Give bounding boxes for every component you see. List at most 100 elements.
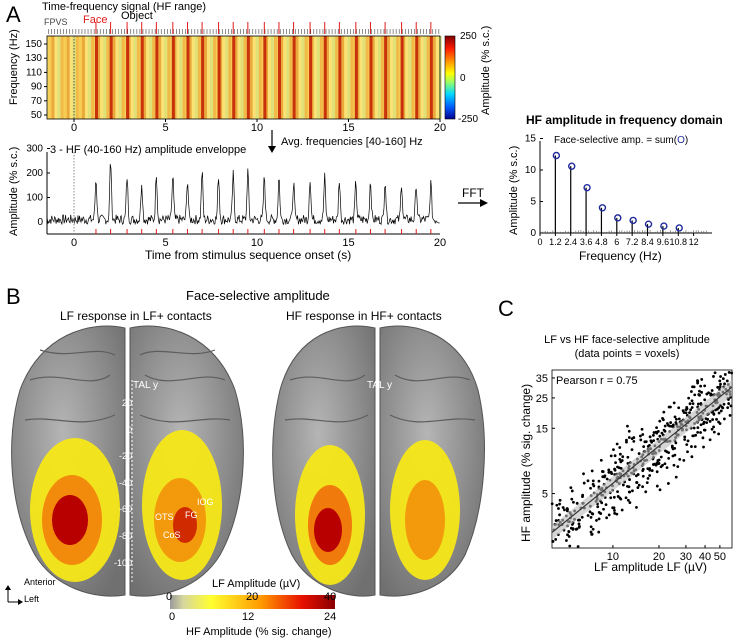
scatter-point	[723, 382, 726, 386]
scatter-point	[717, 406, 721, 410]
scatter-point	[726, 406, 730, 410]
scatter-point	[718, 422, 722, 425]
tf-face-stripe	[155, 36, 159, 119]
env-xtick-label: 5	[162, 237, 168, 249]
tf-map-stripes	[48, 36, 442, 119]
tf-ytick-label: 90	[31, 82, 43, 93]
tf-stripe	[344, 36, 348, 119]
tf-stripe	[210, 36, 214, 119]
brain-right	[272, 325, 485, 597]
fft-ytick-label: 0	[530, 228, 536, 239]
tf-stripe	[112, 36, 116, 119]
tf-stripe	[106, 36, 110, 119]
scatter-point	[628, 501, 632, 504]
tf-stripe	[222, 36, 226, 119]
scatter-point	[689, 408, 693, 412]
scatter-point	[607, 468, 611, 472]
tf-face-stripe	[201, 36, 205, 119]
scatter-point	[722, 402, 726, 406]
tf-stripe	[48, 36, 52, 119]
tf-stripe	[130, 36, 134, 119]
tf-stripe	[240, 36, 244, 119]
scatter-point	[599, 458, 603, 462]
scatter-point	[685, 407, 689, 411]
scatter-point	[718, 385, 722, 389]
scatter-point	[696, 402, 700, 406]
scatter-point	[589, 515, 593, 519]
scatter-point	[577, 522, 581, 526]
scatter-point	[719, 382, 722, 386]
tal-tick: 20	[121, 398, 132, 408]
scatter-point	[704, 417, 708, 421]
fft-xtick-label: 1.2	[549, 237, 562, 247]
scatter-point	[599, 512, 603, 515]
scatter-point	[687, 396, 691, 400]
tf-face-stripe	[246, 36, 250, 119]
scatter-xlabel: LF amplitude LF (µV)	[594, 560, 707, 574]
fft-peak-marker	[552, 151, 561, 160]
scatter-point	[659, 465, 663, 469]
scatter-point	[650, 469, 654, 472]
tf-stripe	[325, 36, 329, 119]
scatter-point	[628, 478, 631, 481]
tf-stripe	[380, 36, 384, 119]
tf-stripe	[158, 36, 162, 119]
scatter-point	[612, 495, 616, 499]
scatter-point	[597, 530, 601, 534]
fft-peak-marker	[598, 204, 607, 212]
scatter-point	[688, 402, 692, 406]
scatter-xtick-label: 10	[607, 551, 619, 563]
scatter-point	[682, 458, 686, 462]
scatter-ytick-label: 35	[536, 373, 548, 385]
fft-label: FFT	[462, 186, 484, 200]
tf-stripe	[191, 36, 195, 119]
scatter-point	[572, 500, 575, 504]
tf-stripe	[249, 36, 253, 119]
tf-xtick-label: 0	[71, 122, 77, 134]
tf-stripe	[136, 36, 140, 119]
tf-face-stripe	[354, 36, 358, 119]
env-xtick-label: 10	[251, 237, 263, 249]
scatter-point	[627, 429, 631, 433]
tf-stripe	[371, 36, 375, 119]
scatter-point	[668, 424, 671, 428]
env-title: 3 - HF (40-160 Hz) amplitude enveloppe	[50, 144, 247, 156]
scatter-point	[652, 431, 656, 434]
panel-letter-a: A	[6, 2, 21, 27]
tf-face-stripe	[109, 36, 113, 119]
env-xtick-label: 0	[71, 237, 77, 249]
scatter-point	[566, 533, 569, 537]
scatter-point	[589, 486, 592, 490]
tf-stripe	[329, 36, 333, 119]
tf-stripe	[377, 36, 381, 119]
scatter-point	[555, 503, 559, 507]
cbar-bottom-tick-1: 12	[242, 611, 255, 623]
scatter-point	[686, 450, 689, 454]
scatter-point	[588, 510, 592, 514]
scatter-point	[656, 430, 660, 433]
panel-b-left-title: LF response in LF+ contacts	[60, 309, 212, 323]
tf-stripe	[118, 36, 122, 119]
tf-stripe	[316, 36, 320, 119]
scatter-point	[637, 483, 641, 487]
scatter-point	[673, 446, 677, 450]
tal-label: TAL y	[133, 380, 159, 391]
scatter-point	[577, 526, 581, 529]
scatter-point	[671, 454, 675, 458]
scatter-point	[699, 431, 702, 434]
tf-stripe	[301, 36, 305, 119]
scatter-point	[700, 378, 704, 381]
scatter-point	[674, 441, 678, 445]
tf-stripe	[63, 36, 67, 119]
tf-stripe	[252, 36, 256, 119]
scatter-point	[676, 465, 680, 469]
scatter-point	[558, 513, 561, 517]
cbar-bottom-tick-2: 24	[324, 611, 337, 623]
scatter-point	[702, 445, 705, 449]
scatter-point	[712, 430, 716, 434]
tf-stripe	[295, 36, 299, 119]
tf-stripe	[115, 36, 119, 119]
scatter-fit-line	[551, 386, 733, 533]
tf-stripe	[197, 36, 201, 119]
scatter-point	[575, 501, 579, 505]
